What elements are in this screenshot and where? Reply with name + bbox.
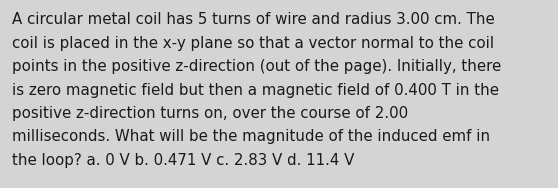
Text: the loop? a. 0 V b. 0.471 V c. 2.83 V d. 11.4 V: the loop? a. 0 V b. 0.471 V c. 2.83 V d.… bbox=[12, 153, 355, 168]
Text: A circular metal coil has 5 turns of wire and radius 3.00 cm. The: A circular metal coil has 5 turns of wir… bbox=[12, 12, 495, 27]
Text: is zero magnetic field but then a magnetic field of 0.400 T in the: is zero magnetic field but then a magnet… bbox=[12, 83, 499, 98]
Text: coil is placed in the x-y plane so that a vector normal to the coil: coil is placed in the x-y plane so that … bbox=[12, 36, 494, 51]
Text: positive z-direction turns on, over the course of 2.00: positive z-direction turns on, over the … bbox=[12, 106, 408, 121]
Text: milliseconds. What will be the magnitude of the induced emf in: milliseconds. What will be the magnitude… bbox=[12, 129, 490, 144]
Text: points in the positive z-direction (out of the page). Initially, there: points in the positive z-direction (out … bbox=[12, 59, 502, 74]
